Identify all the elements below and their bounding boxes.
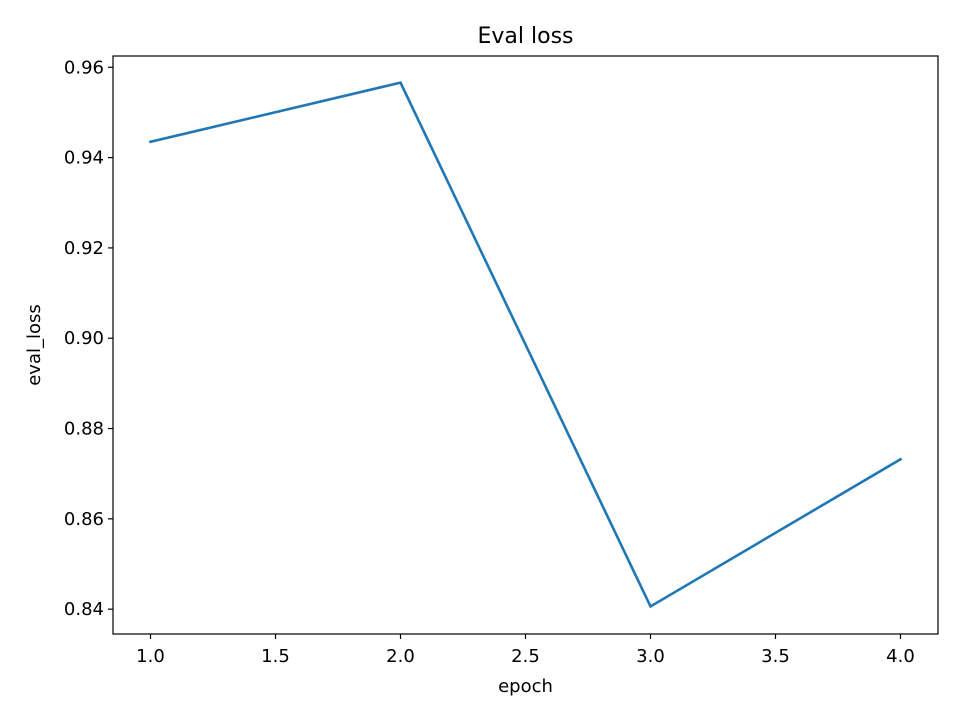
y-tick-label: 0.84 xyxy=(64,599,104,620)
y-tick-label: 0.86 xyxy=(64,509,104,530)
y-axis-label: eval_loss xyxy=(24,304,45,386)
x-axis-label: epoch xyxy=(498,676,553,697)
chart-title: Eval loss xyxy=(477,24,573,49)
y-axis-ticks: 0.84 0.86 0.88 0.90 0.92 0.94 0.96 xyxy=(64,57,113,620)
x-tick-label: 1.0 xyxy=(136,646,165,667)
x-tick-label: 4.0 xyxy=(886,646,915,667)
x-tick-label: 2.0 xyxy=(386,646,415,667)
x-tick-label: 3.0 xyxy=(636,646,665,667)
x-axis-ticks: 1.0 1.5 2.0 2.5 3.0 3.5 4.0 xyxy=(136,634,915,667)
x-tick-label: 2.5 xyxy=(511,646,540,667)
y-tick-label: 0.96 xyxy=(64,57,104,78)
series-line xyxy=(148,81,903,609)
y-tick-label: 0.90 xyxy=(64,328,104,349)
series-layer xyxy=(148,81,903,609)
y-tick-label: 0.92 xyxy=(64,238,104,259)
plot-frame xyxy=(112,55,939,635)
x-tick-label: 3.5 xyxy=(761,646,790,667)
y-tick-label: 0.88 xyxy=(64,419,104,440)
x-tick-label: 1.5 xyxy=(261,646,290,667)
y-tick-label: 0.94 xyxy=(64,148,104,169)
